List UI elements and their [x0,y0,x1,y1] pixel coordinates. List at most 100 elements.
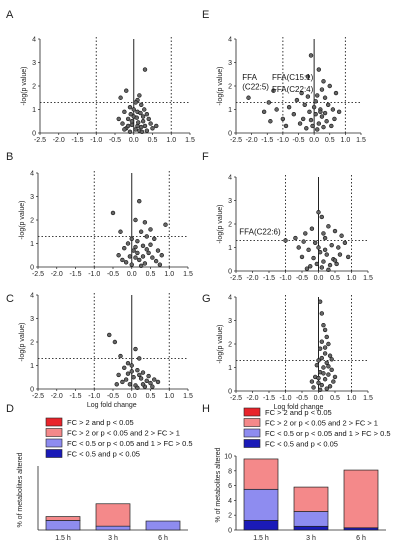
data-point [311,385,316,390]
data-point [316,358,321,363]
data-point [148,242,153,247]
data-point [135,368,140,373]
data-point [308,53,314,58]
data-point [146,116,151,122]
data-point [129,119,135,124]
data-point [300,116,306,122]
data-point [142,123,148,129]
data-point [122,365,127,371]
legend-swatch [243,418,261,427]
data-point [329,242,334,248]
data-point [332,258,338,263]
panel-c: -2.5 -2.0 -1.5 -1.0 -0.5 0.0 0.5 1.0 1.5 0 1 2 3 4 -lo… [19,293,193,410]
bar-segment [343,469,379,529]
data-point [125,116,131,122]
y-axis-label: -log(p value) [19,201,26,240]
panel-label-h: H [202,403,210,415]
data-point [317,387,323,393]
data-point [311,104,317,110]
data-point [322,377,328,382]
data-point [122,127,127,132]
x-tick-label: -1.0 [88,393,100,400]
data-point [159,253,164,258]
data-point [125,360,131,366]
data-point [133,346,138,352]
legend-label: FC < 0.5 or p < 0.05 and 1 > FC > 0.5 [265,429,391,438]
legend-label: FC < 0.5 or p < 0.05 and 1 > FC > 0.5 [67,439,193,448]
data-point [291,111,297,117]
data-point [137,93,142,98]
x-tick-label: -1.0 [90,137,102,144]
data-point [329,357,334,362]
data-point [324,360,329,365]
x-tick-label: 1.0 [341,137,351,144]
data-point [133,244,138,250]
data-point [148,121,153,126]
y-tick-label: 2 [228,222,232,229]
data-point [118,229,123,234]
x-tick-label: 0.5 [330,395,340,402]
data-point [333,90,339,96]
x-tick-label: -2.0 [51,271,63,278]
y-tick-label: 3 [228,198,232,205]
data-point [127,129,133,135]
x-tick-label: 1.5 [356,137,366,144]
data-point [314,261,320,267]
data-point [138,110,143,116]
data-point [133,255,138,260]
data-point [120,121,125,126]
x-tick-label: -2.5 [230,275,242,282]
data-point [107,332,112,338]
y-tick-label: 3 [228,60,232,67]
data-point [134,115,139,120]
data-point [152,377,157,382]
legend-label: FC < 0.5 and p < 0.05 [265,440,338,449]
x-tick-label: 0.5 [146,271,156,278]
x-axis-label: Log fold change [87,402,137,409]
x-tick-label: 1.0 [164,393,174,400]
panel-label-f: F [202,151,209,163]
data-point [326,341,331,347]
data-point [137,199,142,204]
x-tick-label: -1.0 [277,137,289,144]
legend-swatch [45,449,63,458]
data-point [315,127,320,132]
panel-label-a: A [6,9,14,21]
data-point [138,376,144,381]
x-tick-label: 0.0 [314,395,324,402]
y-tick-label: 2 [30,340,34,347]
data-point [326,267,331,273]
data-point [129,369,134,374]
x-category-label: 6 h [158,535,168,542]
data-point [321,371,326,376]
data-point [321,124,326,130]
y-tick-label: 4 [228,498,232,505]
x-category-label: 1.5 h [55,535,71,542]
data-point [327,353,333,358]
data-point [112,339,118,345]
data-point [118,95,123,100]
legend-swatch [45,428,63,437]
annotation-label: FFA(C15:1) [272,73,314,82]
panel-b: -2.5 -2.0 -1.5 -1.0 -0.5 0.0 0.5 1.0 1.5 0 1 2 3 4 -lo… [19,171,193,279]
data-point [331,379,336,384]
y-tick-label: 6 [228,483,232,490]
data-point [137,372,142,378]
data-point [322,327,328,333]
data-point [116,372,121,378]
data-point [118,353,123,359]
x-tick-label: -1.5 [69,271,81,278]
x-tick-label: -1.5 [263,395,275,402]
x-tick-label: -0.5 [107,271,119,278]
x-tick-label: -2.0 [51,393,63,400]
bar-segment [45,516,81,521]
data-point [286,104,292,110]
data-point [322,351,328,356]
data-point [268,119,273,124]
data-point [321,259,326,264]
data-point [330,107,336,112]
data-point [142,67,148,72]
x-tick-label: -2.5 [32,271,44,278]
y-tick-label: 2 [30,218,34,225]
